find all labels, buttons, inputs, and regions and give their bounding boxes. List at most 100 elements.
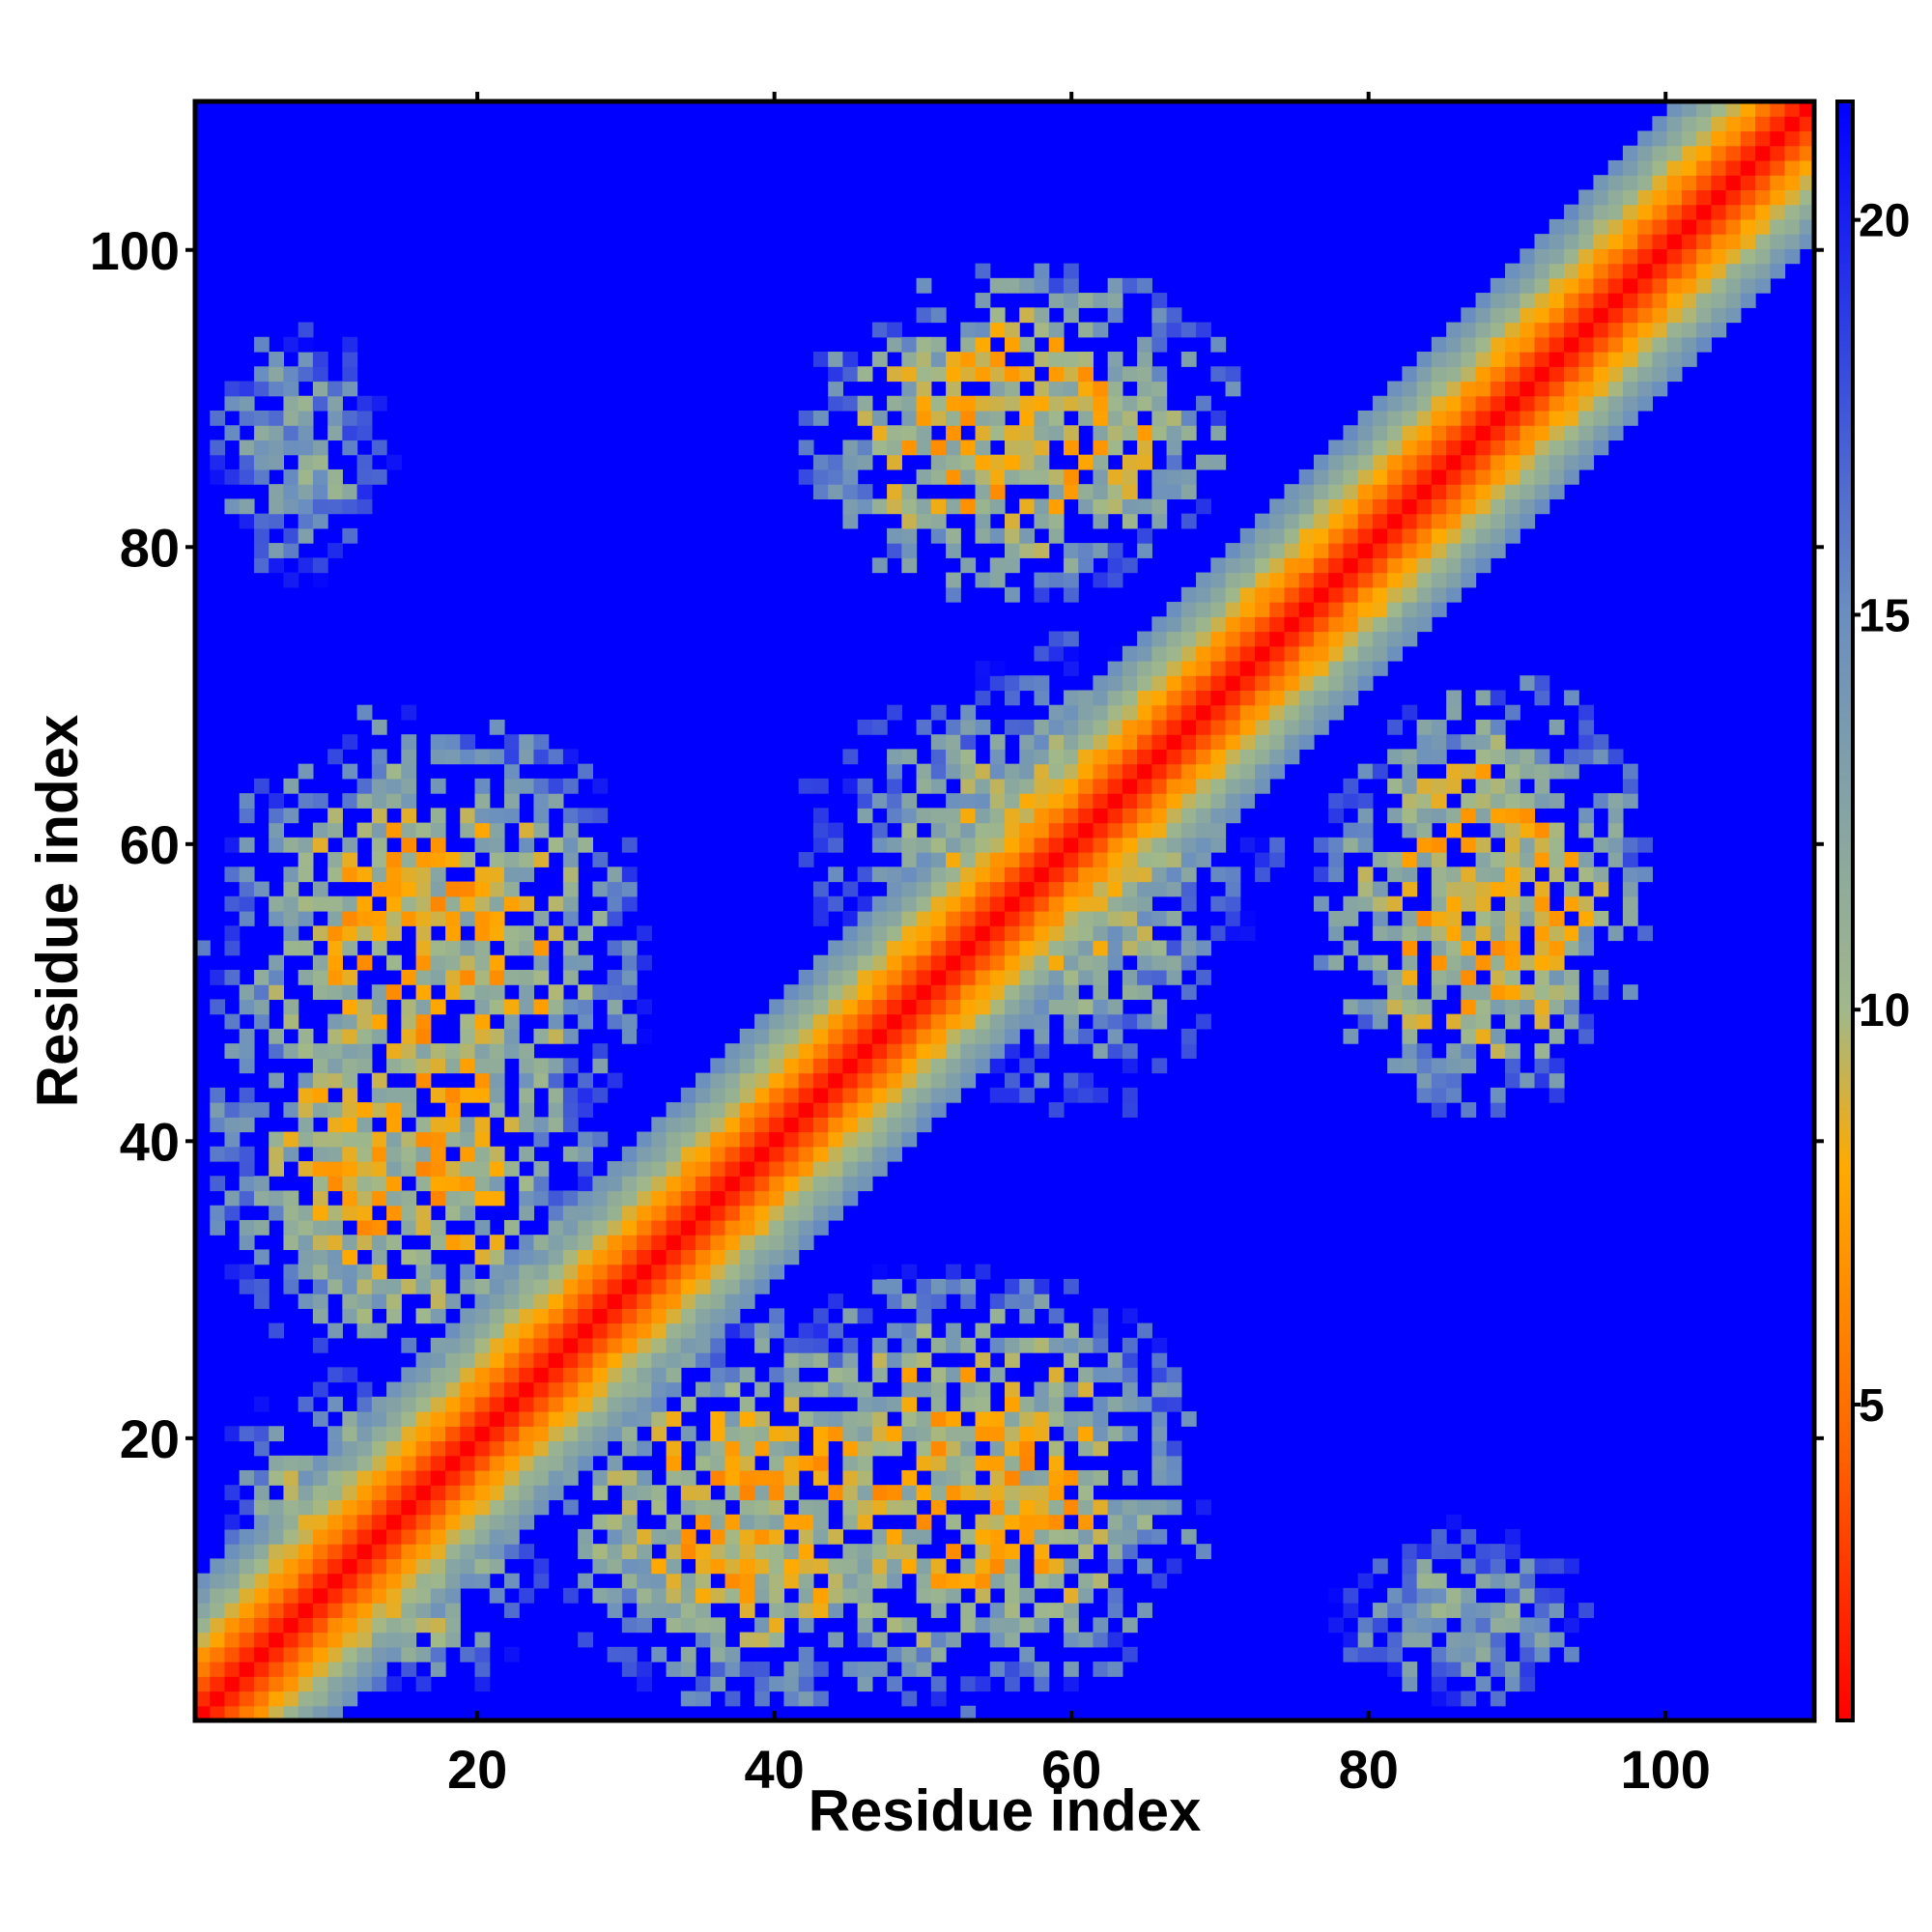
heatmap-cell — [1637, 307, 1653, 324]
heatmap-cell — [1431, 1072, 1447, 1089]
heatmap-cell — [989, 867, 1006, 883]
heatmap-cell — [430, 1293, 446, 1309]
heatmap-cell — [519, 1087, 535, 1103]
heatmap-cell — [1490, 749, 1506, 765]
heatmap-cell — [946, 1485, 961, 1501]
heatmap-cell — [1019, 469, 1036, 485]
heatmap-cell — [857, 778, 873, 794]
heatmap-cell — [239, 1499, 255, 1516]
heatmap-cell — [1505, 1058, 1520, 1074]
heatmap-cell — [871, 895, 888, 912]
heatmap-cell — [1151, 749, 1168, 765]
heatmap-cell — [798, 1102, 814, 1118]
heatmap-cell — [1490, 925, 1506, 942]
heatmap-cell — [1210, 778, 1227, 794]
heatmap-cell — [283, 911, 299, 926]
heatmap-cell — [253, 543, 270, 558]
heatmap-cell — [312, 1485, 328, 1501]
heatmap-cell — [901, 1087, 918, 1103]
heatmap-cell — [1063, 881, 1079, 897]
heatmap-cell — [1048, 822, 1065, 838]
heatmap-cell — [210, 1176, 226, 1192]
heatmap-cell — [1740, 101, 1756, 117]
heatmap-cell — [1387, 616, 1403, 633]
heatmap-cell — [916, 1646, 932, 1662]
heatmap-cell — [1093, 984, 1109, 1001]
heatmap-cell — [1078, 1072, 1094, 1089]
heatmap-cell — [503, 1499, 520, 1516]
heatmap-cell — [460, 1396, 476, 1412]
heatmap-cell — [989, 999, 1006, 1015]
heatmap-cell — [445, 1131, 461, 1148]
heatmap-cell — [224, 969, 241, 985]
heatmap-cell — [753, 1205, 770, 1221]
heatmap-cell — [753, 1440, 770, 1457]
heatmap-cell — [1239, 586, 1256, 603]
heatmap-cell — [871, 1072, 888, 1089]
heatmap-cell — [1548, 1072, 1565, 1089]
heatmap-cell — [342, 1632, 358, 1648]
heatmap-cell — [533, 1235, 550, 1251]
heatmap-cell — [401, 1411, 417, 1427]
heatmap-cell — [1196, 763, 1211, 780]
heatmap-cell — [298, 527, 314, 544]
heatmap-cell — [224, 1264, 241, 1280]
heatmap-cell — [1063, 366, 1079, 383]
heatmap-cell — [1475, 895, 1492, 912]
heatmap-cell — [1137, 867, 1152, 883]
heatmap-cell — [1151, 425, 1168, 441]
heatmap-cell — [1078, 808, 1094, 824]
heatmap-cell — [592, 1544, 609, 1559]
heatmap-cell — [828, 1058, 843, 1074]
heatmap-cell — [887, 1499, 902, 1516]
heatmap-cell — [1107, 1352, 1123, 1368]
heatmap-cell — [1461, 1102, 1477, 1118]
heatmap-cell — [1107, 1528, 1123, 1545]
heatmap-cell — [1137, 822, 1152, 838]
heatmap-cell — [415, 1249, 432, 1265]
heatmap-cell — [445, 1528, 461, 1545]
heatmap-cell — [696, 1146, 711, 1162]
heatmap-cell — [783, 1190, 800, 1207]
heatmap-cell — [356, 1117, 373, 1133]
heatmap-cell — [798, 1028, 814, 1044]
heatmap-cell — [1298, 527, 1315, 544]
heatmap-cell — [1416, 1544, 1433, 1559]
heatmap-cell — [1357, 469, 1374, 485]
heatmap-cell — [415, 999, 432, 1015]
heatmap-cell — [1548, 852, 1565, 867]
heatmap-cell — [489, 808, 505, 824]
heatmap-cell — [386, 1603, 402, 1618]
heatmap-cell — [1063, 852, 1079, 867]
heatmap-cell — [342, 1278, 358, 1294]
heatmap-cell — [989, 1469, 1006, 1486]
heatmap-cell — [842, 1117, 859, 1133]
heatmap-cell — [503, 1013, 520, 1030]
heatmap-cell — [637, 1469, 652, 1486]
heatmap-cell — [1048, 1499, 1065, 1516]
heatmap-cell — [1696, 145, 1712, 161]
heatmap-cell — [1431, 837, 1447, 853]
heatmap-cell — [578, 1131, 593, 1148]
heatmap-cell — [1093, 395, 1109, 412]
heatmap-cell — [592, 1558, 609, 1575]
heatmap-cell — [430, 1587, 446, 1604]
heatmap-cell — [430, 895, 446, 912]
heatmap-cell — [1461, 366, 1477, 383]
heatmap-cell — [1446, 1632, 1462, 1648]
heatmap-cell — [283, 1632, 299, 1648]
heatmap-cell — [562, 749, 579, 765]
heatmap-cell — [298, 1131, 314, 1148]
heatmap-cell — [960, 440, 977, 456]
heatmap-cell — [283, 1264, 299, 1280]
heatmap-cell — [798, 1131, 814, 1148]
heatmap-cell — [1151, 808, 1168, 824]
heatmap-cell — [607, 867, 623, 883]
heatmap-cell — [1239, 602, 1256, 617]
heatmap-cell — [210, 999, 226, 1015]
heatmap-cell — [1048, 704, 1065, 721]
heatmap-cell — [1225, 925, 1241, 942]
heatmap-cell — [503, 940, 520, 956]
heatmap-cell — [1107, 925, 1123, 942]
heatmap-cell — [1166, 675, 1182, 692]
